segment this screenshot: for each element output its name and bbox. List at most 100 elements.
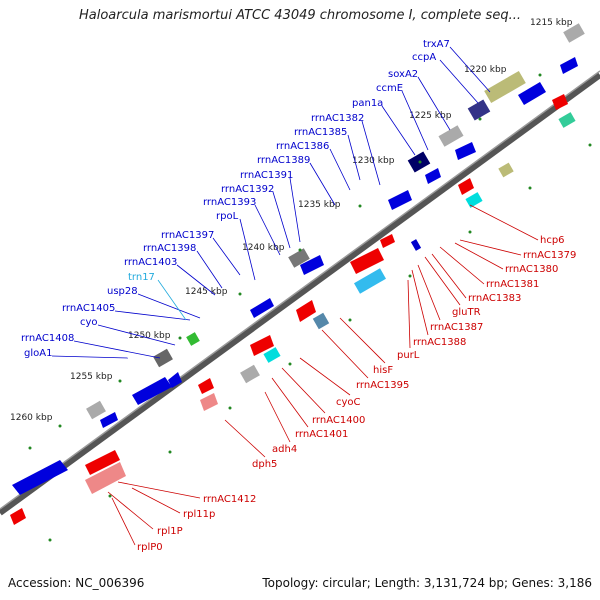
gene-label[interactable]: rrnAC1391 [240, 170, 293, 181]
gene-label[interactable]: rrnAC1412 [203, 494, 256, 505]
gene-label[interactable]: rrnAC1385 [294, 127, 347, 138]
gene-block[interactable] [198, 378, 214, 394]
gene-label[interactable]: rrnAC1389 [257, 155, 310, 166]
gene-label[interactable]: rrnAC1379 [523, 250, 576, 261]
gene-label[interactable]: rrnAC1403 [124, 257, 177, 268]
gene-block-dark[interactable] [467, 99, 491, 121]
kbp-label: 1245 kbp [185, 287, 228, 297]
gene-label[interactable]: trxA7 [423, 39, 450, 50]
reverse-features [10, 94, 576, 525]
gene-label[interactable]: adh4 [272, 444, 297, 455]
gene-label[interactable]: pan1a [352, 98, 383, 109]
gene-label[interactable]: ccpA [412, 52, 436, 63]
gene-block[interactable] [200, 393, 218, 411]
gene-label[interactable]: gluTR [452, 307, 481, 318]
reverse-gene-labels: hcp6 rrnAC1379 rrnAC1380 rrnAC1381 rrnAC… [137, 235, 576, 553]
gene-label[interactable]: hisF [373, 365, 393, 376]
gene-block[interactable] [455, 142, 476, 160]
gene-block-blue-small[interactable] [410, 239, 422, 251]
gene-label[interactable]: rrnAC1392 [221, 184, 274, 195]
forward-gene-labels: trxA7 ccpA soxA2 ccmE pan1a rrnAC1382 rr… [21, 39, 450, 359]
accession-text: Accession: NC_006396 [8, 576, 145, 590]
gene-block[interactable] [132, 377, 172, 405]
gene-block[interactable] [425, 168, 441, 184]
gene-label[interactable]: rrnAC1397 [161, 230, 214, 241]
gene-block[interactable] [10, 508, 26, 525]
gene-block-teal[interactable] [558, 112, 576, 128]
gene-label[interactable]: dph5 [252, 459, 277, 470]
gene-block[interactable] [250, 335, 274, 356]
gene-label[interactable]: rrnAC1405 [62, 303, 115, 314]
gene-block[interactable] [168, 372, 182, 388]
gene-block[interactable] [300, 255, 324, 275]
gene-block-grey[interactable] [240, 364, 260, 384]
gene-label[interactable]: rrnAC1401 [295, 429, 348, 440]
genome-backbone-highlight [0, 70, 600, 510]
kbp-label: 1215 kbp [530, 18, 573, 28]
gene-label[interactable]: rrnAC1382 [311, 113, 364, 124]
gene-block-steel[interactable] [312, 312, 330, 330]
gene-block[interactable] [458, 178, 474, 195]
gene-label[interactable]: rrnAC1381 [486, 279, 539, 290]
genome-backbone [0, 72, 600, 516]
forward-leader-lines [51, 46, 491, 359]
gene-label[interactable]: cyoC [336, 397, 361, 408]
gene-block[interactable] [12, 460, 68, 495]
gene-label[interactable]: ccmE [376, 83, 403, 94]
gene-label[interactable]: rrnAC1380 [505, 264, 558, 275]
gene-label[interactable]: rpl11p [183, 509, 215, 520]
gene-label[interactable]: rrnAC1400 [312, 415, 365, 426]
kbp-labels: 1220 kbp 1225 kbp 1230 kbp 1235 kbp 1240… [10, 18, 573, 423]
gene-label[interactable]: rplP0 [137, 542, 163, 553]
gene-block-cyan[interactable] [465, 192, 483, 208]
gene-block-olive[interactable] [484, 70, 526, 104]
gene-block-grey[interactable] [86, 400, 106, 420]
reverse-leader-lines [107, 204, 539, 546]
forward-features [12, 23, 585, 495]
map-title: Haloarcula marismortui ATCC 43049 chromo… [79, 8, 521, 23]
gene-block-green[interactable] [186, 332, 200, 346]
kbp-label: 1255 kbp [70, 372, 113, 382]
gene-label[interactable]: usp28 [107, 286, 138, 297]
gene-block[interactable] [560, 57, 578, 74]
trna-leader-line [157, 279, 187, 321]
position-ticks [28, 73, 592, 542]
gene-block[interactable] [100, 412, 118, 428]
gene-label[interactable]: trn17 [128, 272, 155, 283]
gene-block-grey[interactable] [563, 23, 585, 43]
gene-block[interactable] [250, 298, 274, 318]
kbp-label: 1235 kbp [298, 200, 341, 210]
gene-label[interactable]: rpoL [216, 211, 239, 222]
gene-label[interactable]: rrnAC1383 [468, 293, 521, 304]
gene-block[interactable] [552, 94, 568, 110]
gene-block-grey[interactable] [288, 248, 310, 268]
gene-label[interactable]: hcp6 [540, 235, 565, 246]
gene-block[interactable] [350, 248, 384, 274]
gene-label[interactable]: rrnAC1395 [356, 380, 409, 391]
gene-block[interactable] [85, 462, 126, 494]
gene-label[interactable]: purL [397, 350, 420, 361]
gene-block[interactable] [518, 82, 546, 105]
gene-block-olive[interactable] [498, 162, 514, 178]
gene-block-grey[interactable] [438, 125, 464, 147]
kbp-label: 1250 kbp [128, 331, 171, 341]
gene-block[interactable] [85, 450, 120, 475]
gene-label[interactable]: rrnAC1388 [413, 337, 466, 348]
gene-label[interactable]: cyo [80, 317, 98, 328]
gene-block[interactable] [388, 190, 412, 210]
gene-block[interactable] [380, 234, 395, 248]
gene-label[interactable]: rrnAC1387 [430, 322, 483, 333]
gene-label[interactable]: rrnAC1393 [203, 197, 256, 208]
gene-block[interactable] [296, 300, 316, 322]
gene-label[interactable]: rpl1P [157, 526, 183, 537]
gene-label[interactable]: gloA1 [24, 348, 52, 359]
gene-block-cyan[interactable] [354, 268, 386, 294]
gene-label[interactable]: soxA2 [388, 69, 418, 80]
gene-label[interactable]: rrnAC1398 [143, 243, 196, 254]
gene-label[interactable]: rrnAC1386 [276, 141, 329, 152]
genome-summary-text: Topology: circular; Length: 3,131,724 bp… [262, 576, 592, 590]
gene-label[interactable]: rrnAC1408 [21, 333, 74, 344]
gene-block-cyan[interactable] [263, 347, 281, 363]
gene-block-grey[interactable] [153, 348, 173, 368]
